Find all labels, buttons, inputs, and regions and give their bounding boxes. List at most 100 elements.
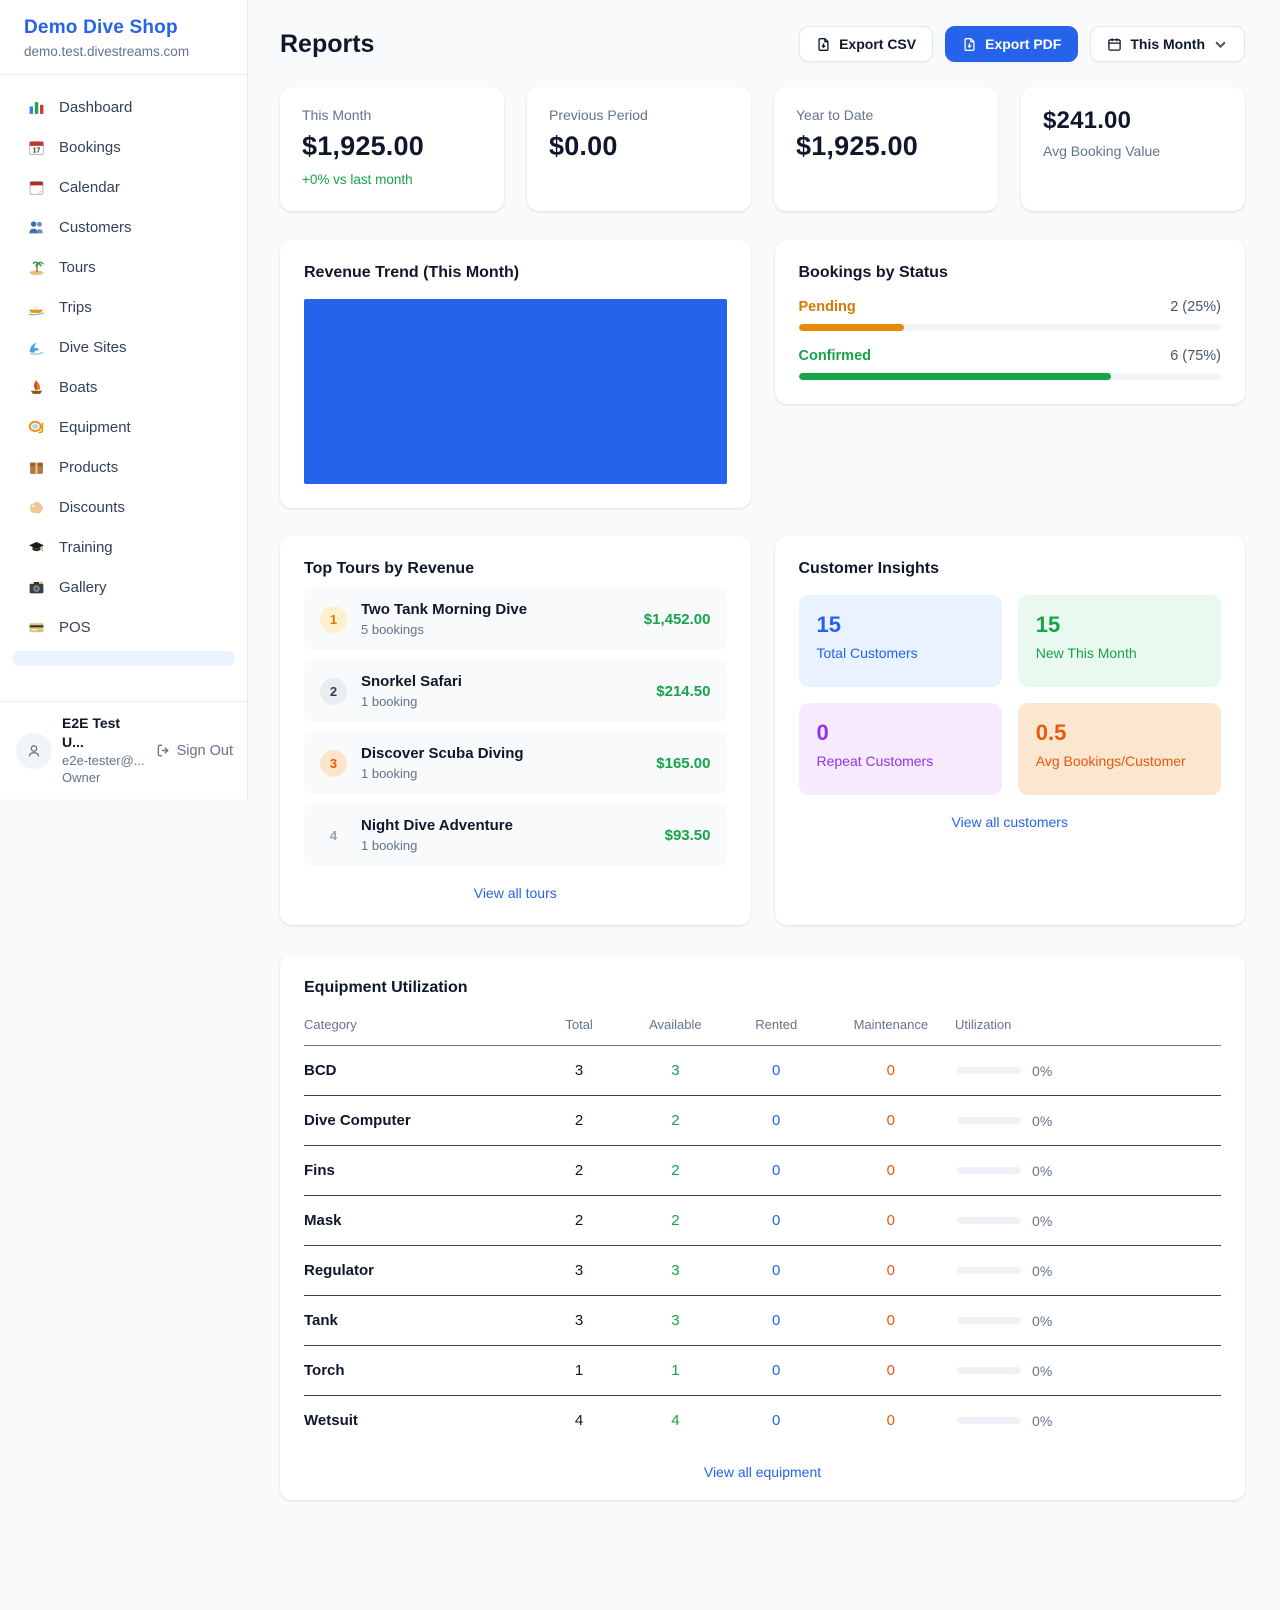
sidebar-item-label: Products	[59, 459, 119, 476]
sidebar-item-training[interactable]: Training	[12, 531, 235, 564]
cell-maintenance: 0	[826, 1195, 956, 1246]
sidebar-item-calendar[interactable]: Calendar	[12, 171, 235, 204]
top-tours-card: Top Tours by Revenue 1 Two Tank Morning …	[280, 536, 751, 925]
sidebar-item-gallery[interactable]: Gallery	[12, 571, 235, 604]
table-row: Torch 1 1 0 0 0%	[304, 1345, 1221, 1396]
sidebar-item-label: Bookings	[59, 139, 121, 156]
export-pdf-label: Export PDF	[985, 36, 1062, 52]
status-label: Confirmed	[798, 348, 872, 364]
cell-category: Regulator	[304, 1245, 534, 1296]
package-icon	[26, 459, 46, 476]
cell-total: 2	[533, 1095, 625, 1146]
user-panel: E2E Test U... e2e-tester@... Owner Sign …	[0, 701, 247, 799]
sidebar-item-label: Dashboard	[59, 99, 133, 116]
utilization-cell: 0%	[955, 1413, 1221, 1429]
bar-chart-icon	[26, 99, 46, 116]
sign-out-label: Sign Out	[176, 742, 233, 759]
sidebar-item-label: Training	[59, 539, 113, 556]
sidebar-item-customers[interactable]: Customers	[12, 211, 235, 244]
brand-block: Demo Dive Shop demo.test.divestreams.com	[0, 0, 247, 75]
stat-delta: +0% vs last month	[302, 172, 413, 187]
cell-available: 4	[671, 1412, 680, 1429]
sidebar-item-pos[interactable]: POS	[12, 611, 235, 644]
tour-bookings: 5 bookings	[361, 622, 424, 637]
cell-total: 4	[574, 1412, 584, 1429]
sidebar-item-dive-sites[interactable]: Dive Sites	[12, 331, 235, 364]
view-all-tours-link[interactable]: View all tours	[473, 885, 557, 901]
stat-value: $0.00	[549, 131, 618, 161]
period-select[interactable]: This Month	[1090, 26, 1245, 62]
island-icon	[26, 259, 46, 276]
document-download-icon	[818, 37, 829, 51]
cell-available: 3	[624, 1045, 726, 1096]
dive-mask-icon	[26, 419, 46, 436]
status-row-confirmed: Confirmed 6 (75%)	[798, 348, 1221, 380]
shop-name[interactable]: Demo Dive Shop	[24, 17, 178, 38]
person-icon	[28, 744, 40, 757]
utilization-bar	[957, 1117, 1022, 1124]
sign-out-button[interactable]: Sign Out	[156, 743, 233, 759]
tour-list-item[interactable]: 2 Snorkel Safari 1 booking $214.50	[304, 660, 727, 722]
view-all-customers-link[interactable]: View all customers	[951, 814, 1068, 830]
utilization-text: 0%	[1032, 1262, 1053, 1279]
equipment-utilization-card: Equipment Utilization Category Total Ava…	[280, 955, 1245, 1500]
stat-label: Avg Booking Value	[1043, 143, 1161, 159]
tile-avg-bookings-customer: 0.5 Avg Bookings/Customer	[1017, 703, 1221, 795]
users-icon	[26, 219, 46, 236]
export-csv-button[interactable]: Export CSV	[799, 26, 934, 62]
insight-tiles: 15 Total Customers 15 New This Month 0 R…	[798, 595, 1221, 795]
stat-label: Year to Date	[796, 107, 874, 123]
sidebar-item-bookings[interactable]: 17 Bookings	[12, 131, 235, 164]
sidebar-item-products[interactable]: Products	[12, 451, 235, 484]
cell-total: 2	[533, 1145, 625, 1196]
period-label: This Month	[1130, 36, 1205, 52]
tour-list-item[interactable]: 1 Two Tank Morning Dive 5 bookings $1,45…	[304, 588, 727, 650]
utilization-cell: 0%	[955, 1113, 1221, 1129]
cell-rented: 0	[725, 1295, 827, 1346]
status-label: Pending	[798, 299, 856, 315]
sidebar-item-discounts[interactable]: Discounts	[12, 491, 235, 524]
status-bar-track	[798, 324, 1221, 331]
sidebar-item-boats[interactable]: Boats	[12, 371, 235, 404]
tile-value: 15	[816, 612, 841, 637]
tour-amount: $1,452.00	[643, 610, 711, 628]
table-row: Fins 2 2 0 0 0%	[304, 1145, 1221, 1196]
sidebar-item-equipment[interactable]: Equipment	[12, 411, 235, 444]
utilization-bar	[957, 1167, 1022, 1174]
tour-name: Discover Scuba Diving	[361, 745, 524, 762]
sidebar-item-trips[interactable]: Trips	[12, 291, 235, 324]
stats-grid: This Month $1,925.00 +0% vs last month P…	[280, 87, 1245, 211]
cell-maintenance: 0	[826, 1245, 956, 1296]
charts-row: Revenue Trend (This Month) Bookings by S…	[280, 240, 1245, 508]
customer-insights-card: Customer Insights 15 Total Customers 15 …	[774, 536, 1245, 925]
sidebar-item-label: Equipment	[59, 419, 131, 436]
utilization-text: 0%	[1032, 1412, 1053, 1429]
tour-list-item[interactable]: 4 Night Dive Adventure 1 booking $93.50	[304, 804, 727, 866]
sidebar-item-label: Gallery	[59, 579, 107, 596]
utilization-bar	[957, 1367, 1022, 1374]
stat-card-year-to-date: Year to Date $1,925.00	[774, 87, 998, 211]
stat-card-avg-booking-value: $241.00 Avg Booking Value	[1021, 87, 1245, 211]
sidebar-item-active-partial[interactable]	[12, 651, 235, 666]
tour-list-item[interactable]: 3 Discover Scuba Diving 1 booking $165.0…	[304, 732, 727, 794]
sidebar-item-dashboard[interactable]: Dashboard	[12, 91, 235, 124]
rank-badge: 3	[320, 749, 347, 777]
shop-domain: demo.test.divestreams.com	[24, 44, 190, 59]
sidebar-item-tours[interactable]: Tours	[12, 251, 235, 284]
revenue-trend-card: Revenue Trend (This Month)	[280, 240, 751, 508]
equipment-utilization-title: Equipment Utilization	[304, 979, 468, 996]
column-header-utilization: Utilization	[955, 1013, 1221, 1046]
view-all-equipment-link[interactable]: View all equipment	[703, 1464, 822, 1480]
table-row: Regulator 3 3 0 0 0%	[304, 1245, 1221, 1296]
cell-maintenance: 0	[826, 1345, 956, 1396]
status-row-pending: Pending 2 (25%)	[798, 299, 1221, 331]
tile-total-customers: 15 Total Customers	[798, 595, 1002, 687]
status-bar-fill	[798, 373, 1112, 380]
cell-available: 2	[624, 1145, 726, 1196]
calendar-icon	[1108, 37, 1122, 51]
export-pdf-button[interactable]: Export PDF	[945, 26, 1079, 62]
cell-total: 3	[533, 1295, 625, 1346]
tour-bookings: 1 booking	[361, 838, 418, 853]
sidebar-item-label: Tours	[59, 259, 96, 276]
sidebar-item-label: Trips	[59, 299, 92, 316]
